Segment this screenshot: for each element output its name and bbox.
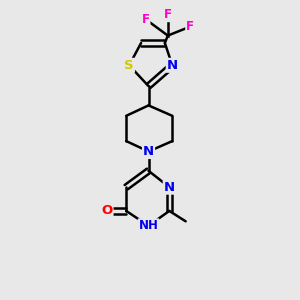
Text: F: F [164, 8, 172, 21]
Text: F: F [186, 20, 194, 33]
Text: NH: NH [139, 219, 158, 232]
Text: N: N [164, 181, 175, 194]
Text: F: F [142, 13, 149, 26]
Text: N: N [143, 145, 154, 158]
Text: S: S [124, 59, 134, 72]
Text: O: O [101, 204, 112, 218]
Text: N: N [167, 59, 178, 72]
